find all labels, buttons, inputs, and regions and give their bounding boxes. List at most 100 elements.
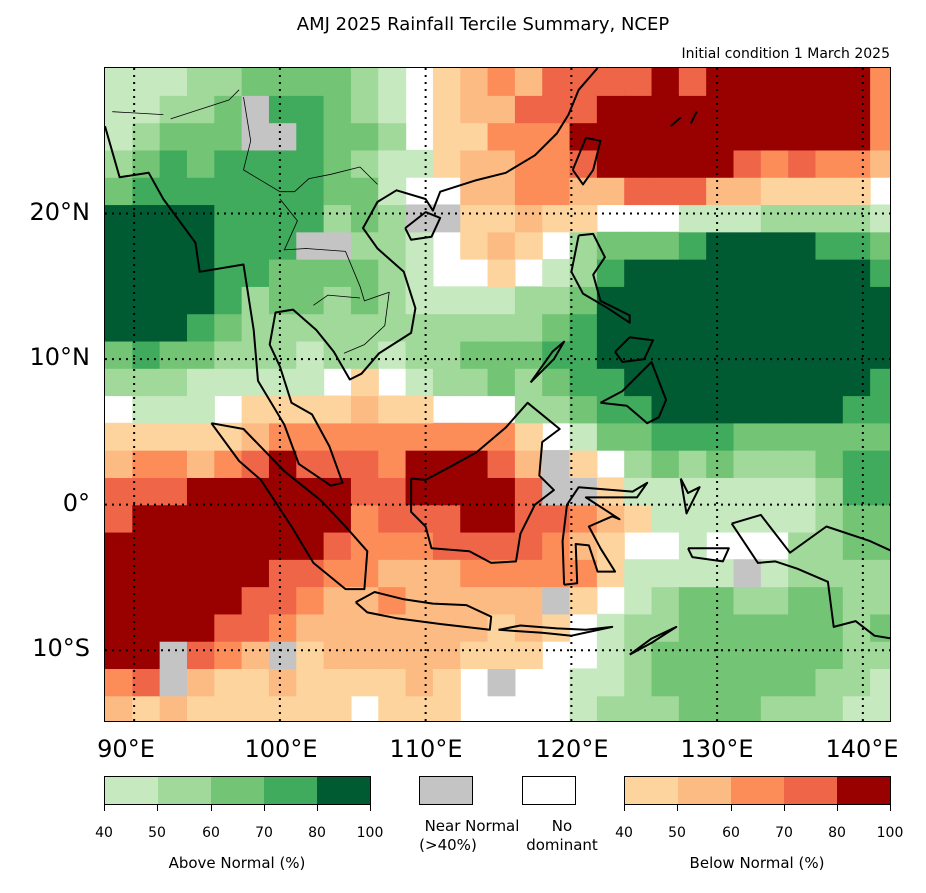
forecast-cell (624, 95, 653, 124)
forecast-cell (241, 122, 270, 151)
forecast-cell (624, 450, 653, 478)
forecast-cell (815, 286, 844, 315)
forecast-cell (323, 477, 352, 506)
coastline (105, 68, 599, 487)
forecast-cell (788, 695, 817, 721)
forecast-cell (159, 122, 188, 151)
forecast-cell (788, 95, 817, 124)
forecast-cell (378, 668, 407, 697)
forecast-cell (788, 477, 817, 506)
forecast-cell (678, 613, 707, 642)
above-tick-label: 80 (308, 825, 326, 841)
forecast-cell (733, 368, 762, 397)
forecast-cell (651, 149, 680, 178)
forecast-cell (487, 450, 516, 478)
forecast-cell (870, 450, 890, 478)
forecast-cell (569, 450, 598, 478)
forecast-cell (296, 586, 325, 615)
forecast-cell (542, 450, 571, 478)
forecast-cell (624, 695, 653, 721)
forecast-cell (842, 231, 871, 260)
forecast-cell (569, 204, 598, 233)
forecast-cell (214, 668, 243, 697)
forecast-cell (105, 613, 133, 642)
forecast-cell (186, 531, 215, 560)
forecast-cell (542, 177, 571, 206)
forecast-cell (487, 286, 516, 315)
forecast-cell (788, 259, 817, 287)
forecast-cell (706, 95, 735, 124)
forecast-cell (706, 313, 735, 342)
forecast-cell (460, 68, 489, 96)
forecast-cell (760, 586, 789, 615)
near-normal-label: Near Normal (>40%) (419, 817, 519, 855)
forecast-cell (378, 286, 407, 315)
forecast-cell (514, 340, 543, 369)
forecast-cell (159, 504, 188, 533)
forecast-cell (159, 231, 188, 260)
forecast-cell (214, 641, 243, 670)
coastline (355, 591, 493, 631)
forecast-cell (706, 286, 735, 315)
forecast-cell (378, 231, 407, 260)
forecast-cell (460, 95, 489, 124)
forecast-cell (296, 149, 325, 178)
above-tick-label: 70 (255, 825, 273, 841)
forecast-cell (596, 668, 625, 697)
forecast-cell (569, 477, 598, 506)
forecast-cell (268, 68, 297, 96)
forecast-cell (596, 531, 625, 560)
forecast-cell (842, 668, 871, 697)
forecast-cell (487, 95, 516, 124)
forecast-cell (760, 149, 789, 178)
coastline (614, 336, 654, 363)
forecast-cell (241, 422, 270, 451)
forecast-cell (432, 668, 461, 697)
forecast-cell (323, 177, 352, 206)
country-border (279, 198, 390, 354)
forecast-cell (706, 695, 735, 721)
forecast-cell (870, 641, 890, 670)
forecast-cell (432, 695, 461, 721)
forecast-cell (268, 368, 297, 397)
coastline (210, 422, 369, 591)
forecast-cell (569, 368, 598, 397)
forecast-cell (241, 504, 270, 533)
forecast-cell (268, 613, 297, 642)
forecast-cell (487, 559, 516, 588)
forecast-cell (842, 450, 871, 478)
coastline (498, 624, 614, 637)
coastlines (105, 68, 890, 656)
forecast-cell (815, 531, 844, 560)
forecast-cell (105, 286, 133, 315)
coastline (669, 116, 682, 127)
lon-label-100e: 100°E (244, 735, 318, 763)
below-swatch-80 (837, 777, 890, 804)
gridlines (105, 68, 890, 721)
forecast-cell (651, 231, 680, 260)
forecast-cell (460, 340, 489, 369)
forecast-cell (788, 204, 817, 233)
forecast-cell (241, 477, 270, 506)
forecast-cell (569, 313, 598, 342)
forecast-cell (706, 422, 735, 451)
map-panel (104, 67, 891, 722)
forecast-cell (105, 422, 133, 451)
forecast-cell (268, 641, 297, 670)
forecast-cell (460, 204, 489, 233)
forecast-cell (296, 695, 325, 721)
forecast-cell (350, 122, 379, 151)
forecast-cell (159, 313, 188, 342)
forecast-cell (105, 668, 133, 697)
forecast-cell (596, 177, 625, 206)
forecast-cell (132, 695, 161, 721)
forecast-cell (760, 668, 789, 697)
below-tick-label: 80 (828, 825, 846, 841)
forecast-cell (323, 204, 352, 233)
forecast-cell (405, 477, 434, 506)
forecast-cell (651, 422, 680, 451)
forecast-cell (105, 313, 133, 342)
forecast-cell (815, 95, 844, 124)
forecast-cell (186, 368, 215, 397)
forecast-cell (514, 177, 543, 206)
